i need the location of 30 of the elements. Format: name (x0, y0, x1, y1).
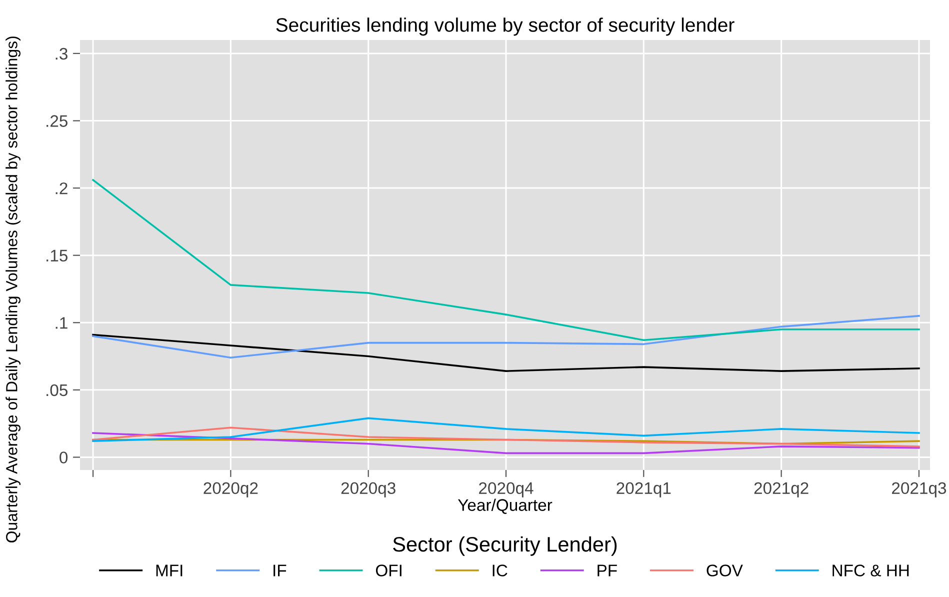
legend-label: GOV (706, 564, 743, 576)
x-tick-label: 2021q1 (616, 482, 671, 498)
x-tick-label: 2020q3 (341, 482, 396, 498)
y-tick-label: 0 (60, 452, 68, 464)
y-tick-label: .3 (56, 48, 68, 60)
line-series (92, 179, 920, 342)
legend-title: Sector (Security Lender) (393, 536, 617, 556)
line-series (92, 314, 920, 359)
legend-label: PF (598, 564, 617, 576)
legend-label: OFI (376, 564, 402, 576)
y-tick-label: .25 (46, 115, 68, 127)
y-tick-label: .15 (46, 250, 68, 262)
legend-label: IC (492, 564, 508, 576)
legend-label: NFC & HH (832, 564, 909, 576)
line-series (92, 426, 920, 448)
legend-label: MFI (156, 564, 182, 576)
line-series (92, 432, 920, 454)
y-tick-label: .05 (46, 384, 68, 396)
x-tick-label: 2021q2 (754, 482, 808, 498)
x-tick-label: 2020q2 (204, 482, 258, 498)
chart-title: Securities lending volume by sector of security lender (276, 18, 734, 36)
x-axis-title: Year/Quarter (458, 498, 552, 514)
y-tick-label: .1 (56, 317, 68, 329)
line-series (92, 334, 920, 372)
x-tick-label: 2021q3 (892, 482, 946, 498)
x-tick-label: 2020q4 (479, 482, 534, 498)
y-axis-title: Quarterly Average of Daily Lending Volumes (scaled by sector holdings) (6, 36, 20, 542)
line-series (92, 417, 920, 442)
legend-label: IF (274, 564, 286, 576)
y-tick-label: .2 (56, 182, 68, 194)
